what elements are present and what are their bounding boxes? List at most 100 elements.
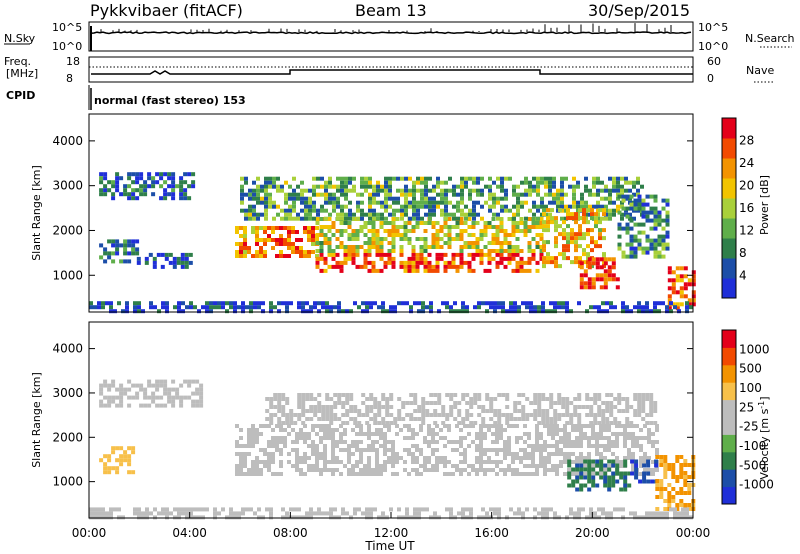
scatter-cell bbox=[505, 421, 510, 425]
scatter-cell bbox=[335, 264, 340, 269]
scatter-cell bbox=[641, 515, 645, 520]
scatter-cell bbox=[381, 397, 386, 401]
scatter-cell bbox=[307, 238, 311, 242]
scatter-cell bbox=[364, 212, 368, 217]
scatter-cell bbox=[503, 456, 507, 460]
scatter-cell bbox=[280, 216, 284, 221]
scatter-cell bbox=[472, 180, 476, 185]
scatter-cell bbox=[503, 452, 507, 456]
scatter-cell bbox=[317, 405, 322, 409]
scatter-cell bbox=[593, 401, 598, 405]
scatter-cell bbox=[657, 309, 661, 314]
scatter-cell bbox=[542, 228, 546, 233]
scatter-cell bbox=[339, 436, 343, 440]
scatter-cell bbox=[681, 511, 685, 516]
scatter-cell bbox=[275, 436, 279, 440]
scatter-cell bbox=[443, 444, 447, 448]
scatter-cell bbox=[627, 483, 632, 488]
scatter-cell bbox=[555, 444, 559, 448]
scatter-cell bbox=[659, 495, 664, 499]
scatter-cell bbox=[540, 204, 544, 209]
scatter-cell bbox=[432, 200, 436, 205]
scatter-cell bbox=[307, 432, 311, 436]
scatter-cell bbox=[623, 428, 627, 432]
scatter-cell bbox=[364, 176, 368, 181]
scatter-cell bbox=[279, 472, 283, 476]
scatter-cell bbox=[123, 239, 128, 244]
scatter-cell bbox=[575, 428, 579, 432]
scatter-cell bbox=[625, 397, 630, 401]
scatter-cell bbox=[287, 432, 291, 436]
scatter-cell bbox=[291, 246, 295, 250]
scatter-cell bbox=[591, 285, 596, 290]
scatter-cell bbox=[287, 230, 291, 234]
scatter-cell bbox=[491, 468, 495, 472]
scatter-cell bbox=[556, 192, 560, 197]
scatter-cell bbox=[333, 305, 337, 310]
scatter-cell bbox=[571, 472, 575, 476]
scatter-cell bbox=[264, 216, 268, 221]
scatter-cell bbox=[625, 242, 630, 247]
scatter-cell bbox=[165, 309, 169, 314]
scatter-cell bbox=[475, 436, 479, 440]
scatter-cell bbox=[611, 471, 616, 476]
scatter-cell bbox=[539, 436, 543, 440]
scatter-cell bbox=[123, 251, 128, 256]
colorbar-tick: 20 bbox=[739, 179, 754, 193]
scatter-cell bbox=[199, 395, 204, 400]
scatter-cell bbox=[205, 305, 209, 310]
scatter-cell bbox=[471, 424, 475, 428]
scatter-cell bbox=[552, 200, 556, 205]
scatter-cell bbox=[253, 301, 257, 306]
scatter-cell bbox=[249, 301, 253, 306]
scatter-cell bbox=[327, 237, 332, 241]
scatter-cell bbox=[273, 413, 278, 417]
scatter-cell bbox=[547, 452, 551, 456]
scatter-cell bbox=[171, 403, 176, 408]
scatter-cell bbox=[93, 511, 97, 516]
scatter-cell bbox=[519, 217, 524, 221]
scatter-cell bbox=[600, 196, 604, 201]
scatter-cell bbox=[317, 511, 321, 516]
scatter-cell bbox=[623, 459, 628, 464]
scatter-cell bbox=[109, 507, 113, 512]
scatter-cell bbox=[331, 252, 336, 257]
scatter-cell bbox=[560, 188, 564, 193]
scatter-cell bbox=[491, 241, 496, 245]
scatter-cell bbox=[591, 467, 596, 472]
scatter-cell bbox=[611, 440, 615, 444]
scatter-cell bbox=[407, 221, 412, 225]
scatter-cell bbox=[363, 233, 368, 237]
scatter-cell bbox=[539, 217, 544, 221]
scatter-cell bbox=[587, 475, 592, 480]
scatter-cell bbox=[687, 302, 692, 307]
scatter-cell bbox=[637, 409, 642, 413]
scatter-cell bbox=[487, 260, 492, 265]
scatter-cell bbox=[103, 259, 108, 264]
scatter-cell bbox=[623, 436, 627, 440]
scatter-cell bbox=[542, 240, 546, 245]
scatter-cell bbox=[385, 309, 389, 314]
scatter-cell bbox=[565, 405, 570, 409]
scatter-cell bbox=[655, 487, 660, 491]
scatter-cell bbox=[683, 294, 688, 299]
scatter-cell bbox=[587, 257, 592, 262]
scatter-cell bbox=[609, 301, 613, 306]
scatter-cell bbox=[495, 460, 499, 464]
scatter-cell bbox=[447, 424, 451, 428]
scatter-cell bbox=[495, 252, 500, 257]
scatter-cell bbox=[199, 399, 204, 404]
scatter-cell bbox=[107, 454, 112, 459]
scatter-cell bbox=[388, 212, 392, 217]
scatter-cell bbox=[409, 417, 414, 421]
scatter-cell bbox=[583, 464, 587, 468]
scatter-cell bbox=[673, 515, 677, 520]
scatter-cell bbox=[452, 188, 456, 193]
scatter-cell bbox=[497, 413, 502, 417]
scatter-cell bbox=[383, 436, 387, 440]
scatter-cell bbox=[269, 309, 273, 314]
scatter-cell bbox=[440, 180, 444, 185]
scatter-cell bbox=[501, 413, 506, 417]
scatter-cell bbox=[127, 243, 132, 248]
scatter-cell bbox=[268, 196, 272, 201]
